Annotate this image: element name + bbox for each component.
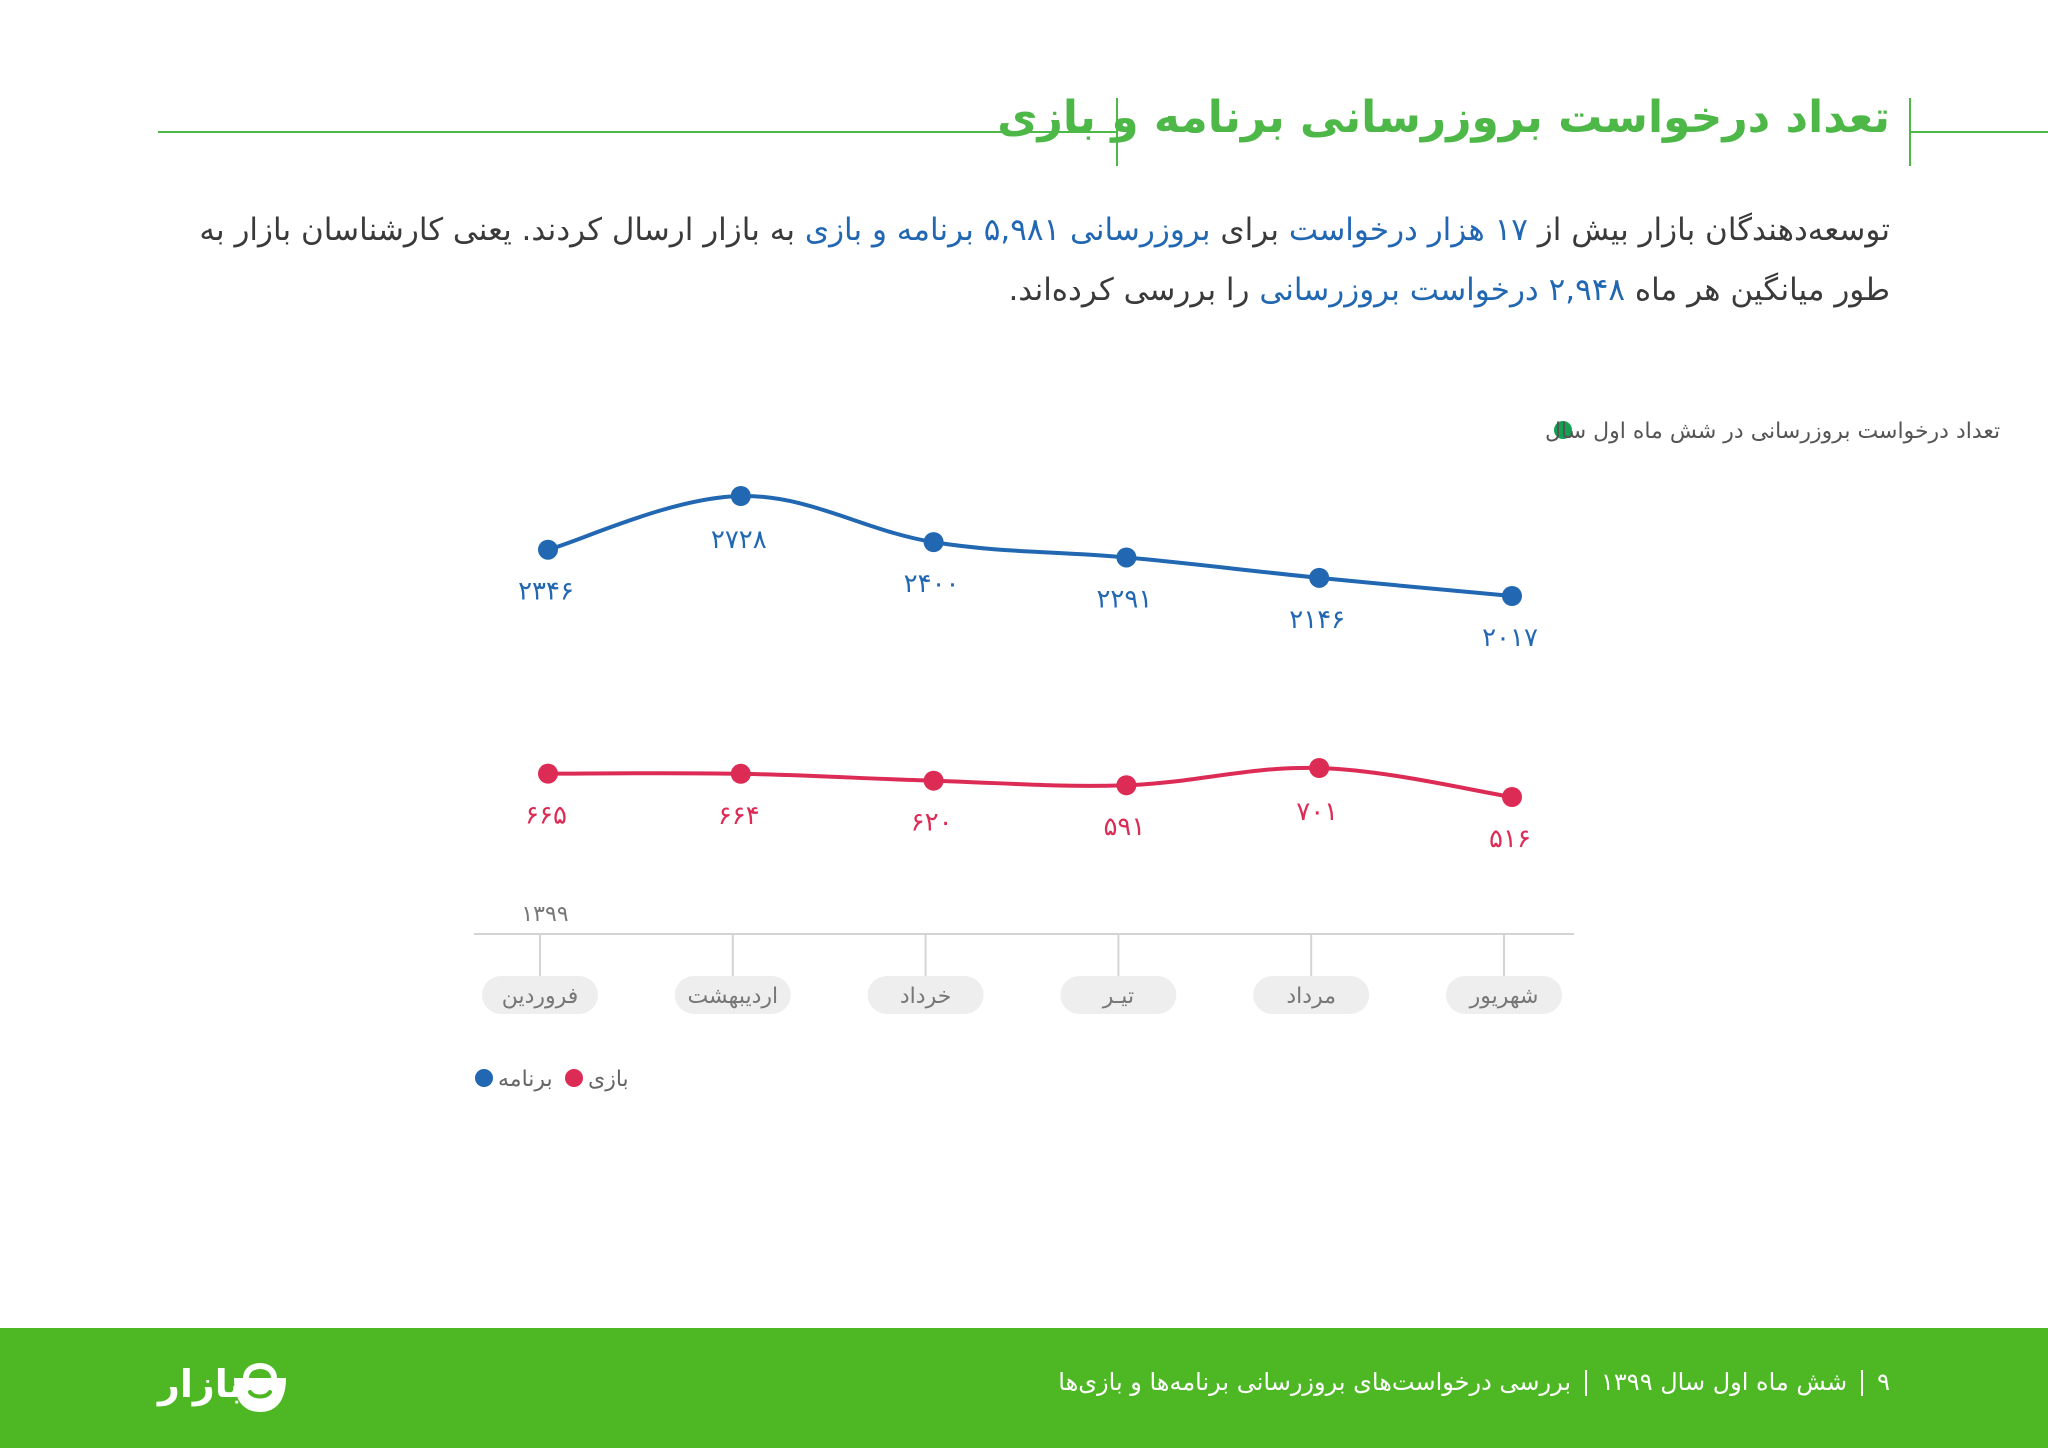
data-point <box>538 539 558 560</box>
legend-label-apps: برنامه <box>498 1067 553 1092</box>
data-point <box>538 763 558 784</box>
data-point <box>1116 775 1137 796</box>
intro-highlight-apps: بروزرسانی ۵,۹۸۱ برنامه و بازی <box>804 212 1211 248</box>
legend-dot-apps <box>475 1069 493 1087</box>
intro-highlight-average: ۲,۹۴۸ درخواست بروزرسانی <box>1259 272 1626 308</box>
x-tick-label: فروردین <box>502 984 579 1009</box>
data-label: ۶۶۴ <box>718 801 760 831</box>
page-title: تعداد درخواست بروزرسانی برنامه و بازی <box>997 92 1890 143</box>
data-label: ۷۰۱ <box>1296 797 1338 827</box>
x-tick-pill <box>867 976 984 1014</box>
chart-title: تعداد درخواست بروزرسانی در شش ماه اول سا… <box>1545 419 2000 444</box>
data-point <box>730 486 751 506</box>
data-label: ۲۰۱۷ <box>1482 623 1538 653</box>
x-tick-pill <box>1446 976 1562 1014</box>
x-tick-label: خرداد <box>900 984 951 1009</box>
legend-dot-games <box>565 1069 583 1087</box>
x-tick-pill <box>1253 976 1370 1014</box>
data-label: ۵۱۶ <box>1489 824 1531 854</box>
chart-legend: برنامه بازی <box>475 1067 629 1092</box>
data-point <box>923 532 944 553</box>
intro-highlight-requests: ۱۷ هزار درخواست <box>1288 212 1528 248</box>
title-tick-left <box>1116 98 1118 166</box>
year-label: ۱۳۹۹ <box>521 902 568 927</box>
footer-info: ۹ شش ماه اول سال ۱۳۹۹ بررسی درخواست‌های بر… <box>1058 1368 1890 1396</box>
x-tick-pill <box>674 976 791 1014</box>
update-requests-line-chart: تعداد درخواست بروزرسانی در شش ماه اول سا… <box>474 419 2000 1092</box>
intro-text-2: برای <box>1210 212 1289 248</box>
x-axis: ۱۳۹۹ فروردین اردیبهشت خرداد تیـر مرداد شهریور <box>474 902 1574 1014</box>
data-point <box>1502 586 1522 606</box>
data-label: ۲۱۴۶ <box>1289 605 1345 635</box>
x-tick-label: مرداد <box>1286 984 1336 1009</box>
title-rule-left <box>158 131 1118 133</box>
title-rule-right <box>1910 131 2048 133</box>
footer-separator <box>1861 1370 1864 1396</box>
data-label: ۲۴۰۰ <box>904 569 960 599</box>
data-label: ۲۲۹۱ <box>1096 584 1152 614</box>
intro-text-3: به بازار ارسال کردند. یعنی کارشناسان باز… <box>199 212 1890 308</box>
data-point <box>730 763 751 784</box>
x-tick-pill <box>1060 976 1177 1014</box>
plot-area: ۲۳۴۶ ۲۷۲۸ ۲۴۰۰ ۲۲۹۱ ۲۱۴۶ ۲۰۱۷ ۶۶۵ ۶۶۴ ۶۲۰ ۵۹۱ ۷۰۱ ۵… <box>518 486 1538 854</box>
data-point <box>1309 567 1330 588</box>
footer-report-title: بررسی درخواست‌های بروزرسانی برنامه‌ها و … <box>1058 1368 1572 1396</box>
intro-text-1: توسعه‌دهندگان بازار بیش از <box>1527 212 1890 248</box>
brand-name: بازار <box>158 1362 244 1406</box>
x-tick-pill <box>482 976 598 1014</box>
footer-period: شش ماه اول سال ۱۳۹۹ <box>1601 1368 1848 1396</box>
x-tick-label: شهریور <box>1469 984 1539 1009</box>
shopping-bag-icon <box>234 1363 286 1412</box>
series-line-games <box>547 765 1513 799</box>
page-number: ۹ <box>1877 1368 1890 1396</box>
data-label: ۲۳۴۶ <box>518 577 574 607</box>
data-point <box>1502 787 1522 807</box>
legend-label-games: بازی <box>588 1067 629 1092</box>
data-point <box>923 770 944 791</box>
data-label: ۶۶۵ <box>525 801 567 831</box>
footer-bar: ۹ شش ماه اول سال ۱۳۹۹ بررسی درخواست‌های بر… <box>0 1328 2048 1448</box>
intro-text-4: را بررسی کرده‌اند. <box>1008 272 1260 308</box>
footer-separator <box>1585 1370 1588 1396</box>
data-label: ۲۷۲۸ <box>711 525 767 555</box>
x-tick-label: تیـر <box>1102 984 1134 1009</box>
data-point <box>1309 758 1330 778</box>
series-line-apps <box>547 493 1513 598</box>
x-tick-label: اردیبهشت <box>687 984 778 1009</box>
data-label: ۵۹۱ <box>1103 812 1145 842</box>
intro-paragraph: توسعه‌دهندگان بازار بیش از ۱۷ هزار درخوا… <box>158 200 1890 320</box>
data-point <box>1116 547 1137 568</box>
data-label: ۶۲۰ <box>911 808 953 838</box>
chart-title-dot <box>1554 421 1572 439</box>
